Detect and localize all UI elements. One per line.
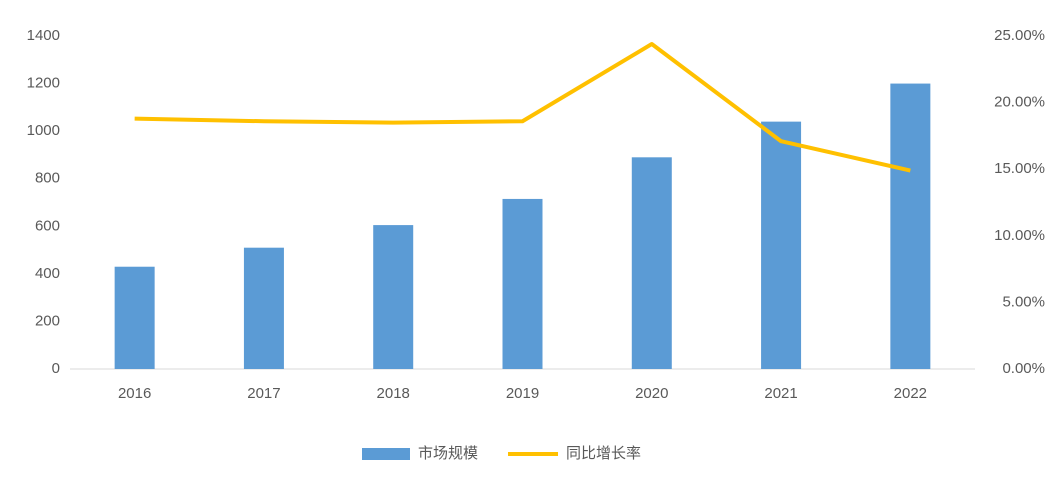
legend-label: 同比增长率 bbox=[566, 445, 641, 462]
y-tick-label: 1000 bbox=[27, 122, 60, 139]
x-tick-label: 2022 bbox=[894, 385, 927, 402]
y-tick-label: 200 bbox=[35, 312, 60, 329]
bar bbox=[761, 121, 802, 369]
bar bbox=[243, 247, 284, 369]
y2-tick-label: 20.00% bbox=[994, 94, 1045, 111]
x-tick-label: 2020 bbox=[635, 385, 668, 402]
y2-tick-label: 15.00% bbox=[994, 160, 1045, 177]
y-tick-label: 600 bbox=[35, 217, 60, 234]
y2-tick-label: 5.00% bbox=[1002, 293, 1045, 310]
legend-swatch bbox=[362, 448, 410, 460]
y2-tick-label: 0.00% bbox=[1002, 360, 1045, 377]
x-tick-label: 2018 bbox=[377, 385, 410, 402]
y-tick-label: 1200 bbox=[27, 75, 60, 92]
bar bbox=[631, 157, 672, 369]
y-tick-label: 1400 bbox=[27, 27, 60, 44]
legend-label: 市场规模 bbox=[418, 445, 478, 462]
y-tick-label: 800 bbox=[35, 170, 60, 187]
bar bbox=[890, 83, 931, 370]
x-tick-label: 2019 bbox=[506, 385, 539, 402]
y2-tick-label: 25.00% bbox=[994, 27, 1045, 44]
bar bbox=[114, 266, 155, 369]
y-tick-label: 400 bbox=[35, 265, 60, 282]
x-tick-label: 2021 bbox=[764, 385, 797, 402]
y-tick-label: 0 bbox=[52, 360, 60, 377]
line bbox=[134, 41, 911, 173]
x-tick-label: 2016 bbox=[118, 385, 151, 402]
y2-tick-label: 10.00% bbox=[994, 227, 1045, 244]
bar bbox=[502, 198, 543, 369]
bar bbox=[373, 225, 414, 369]
x-tick-label: 2017 bbox=[247, 385, 280, 402]
